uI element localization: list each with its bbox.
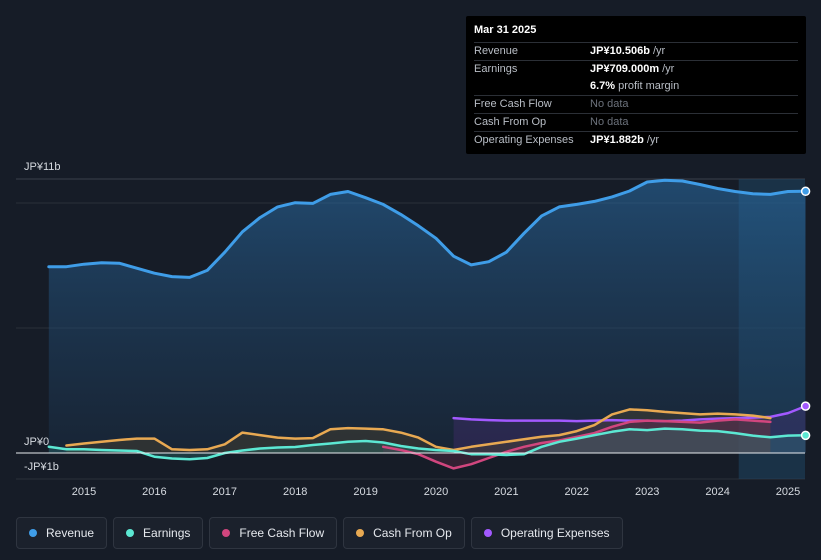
earnings-end-point	[800, 430, 811, 441]
legend-label: Operating Expenses	[500, 526, 610, 540]
tooltip-value: JP¥709.000m	[590, 63, 660, 75]
tooltip: Mar 31 2025 Revenue JP¥10.506b /yr Earni…	[466, 16, 806, 154]
x-tick-label: 2022	[565, 486, 589, 498]
legend-label: Earnings	[143, 526, 191, 540]
x-tick-label: 2016	[142, 486, 166, 498]
tooltip-label: Operating Expenses	[474, 134, 574, 146]
tooltip-row-opex: Operating Expenses JP¥1.882b /yr	[474, 131, 798, 149]
earnings-line	[47, 427, 807, 461]
opex-dot-icon	[483, 529, 492, 537]
legend-revenue[interactable]: Revenue	[16, 517, 108, 549]
x-tick-label: 2023	[635, 486, 659, 498]
legend-label: Revenue	[46, 526, 95, 540]
x-tick-label: 2015	[72, 486, 96, 498]
legend-free-cash-flow[interactable]: Free Cash Flow	[209, 517, 338, 549]
legend-earnings[interactable]: Earnings	[113, 517, 204, 549]
tooltip-unit: /yr	[652, 45, 666, 57]
x-tick-label: 2017	[213, 486, 237, 498]
tooltip-unit: /yr	[662, 63, 675, 75]
fcf-dot-icon	[222, 529, 231, 537]
cfo-area	[66, 409, 771, 453]
revenue-end-point	[800, 186, 811, 197]
tooltip-value: JP¥10.506b	[590, 45, 650, 57]
tooltip-row-fcf: Free Cash Flow No data	[474, 95, 798, 113]
x-tick-label: 2025	[776, 486, 800, 498]
chart-area: JP¥11b JP¥0 -JP¥1b 2015 2016 2017 2018 2019 2020…	[16, 161, 811, 498]
fcf-area	[383, 419, 771, 469]
tooltip-label: Revenue	[474, 45, 519, 57]
tooltip-label: Cash From Op	[474, 116, 547, 128]
y-tick-label: JP¥0	[24, 436, 49, 448]
x-tick-label: 2019	[353, 486, 377, 498]
tooltip-value: 6.7%	[590, 80, 616, 92]
legend-label: Free Cash Flow	[239, 526, 325, 540]
y-tick-label: -JP¥1b	[24, 461, 59, 473]
y-tick-label: JP¥11b	[24, 161, 61, 173]
revenue-dot-icon	[29, 529, 37, 537]
revenue-area	[48, 180, 806, 453]
cfo-dot-icon	[356, 529, 365, 537]
legend-operating-expenses[interactable]: Operating Expenses	[470, 517, 623, 549]
earnings-dot-icon	[126, 529, 135, 537]
tooltip-row-cfo: Cash From Op No data	[474, 113, 798, 131]
x-tick-label: 2020	[424, 486, 448, 498]
revenue-line	[47, 178, 808, 279]
fcf-line	[381, 418, 772, 470]
cfo-line	[65, 408, 772, 452]
x-tick-label: 2018	[283, 486, 307, 498]
tooltip-value: No data	[590, 98, 629, 110]
tooltip-unit: profit margin	[618, 80, 680, 92]
tooltip-row-earnings: Earnings JP¥709.000m /yr	[474, 60, 798, 78]
legend-cash-from-op[interactable]: Cash From Op	[343, 517, 465, 549]
x-tick-label: 2024	[705, 486, 729, 498]
tooltip-unit: /yr	[646, 134, 660, 146]
legend-label: Cash From Op	[373, 526, 452, 540]
tooltip-value: JP¥1.882b	[590, 134, 644, 146]
tooltip-date: Mar 31 2025	[474, 24, 537, 36]
tooltip-label: Earnings	[474, 63, 518, 75]
legend: Revenue Earnings Free Cash Flow Cash Fro…	[16, 517, 623, 549]
opex-end-point	[800, 401, 811, 411]
tooltip-value: No data	[590, 116, 629, 128]
tooltip-label: Free Cash Flow	[474, 98, 552, 110]
x-tick-label: 2021	[494, 486, 518, 498]
opex-line	[452, 404, 807, 423]
tooltip-row-margin: 6.7% profit margin	[474, 78, 798, 95]
tooltip-row-revenue: Revenue JP¥10.506b /yr	[474, 42, 798, 60]
